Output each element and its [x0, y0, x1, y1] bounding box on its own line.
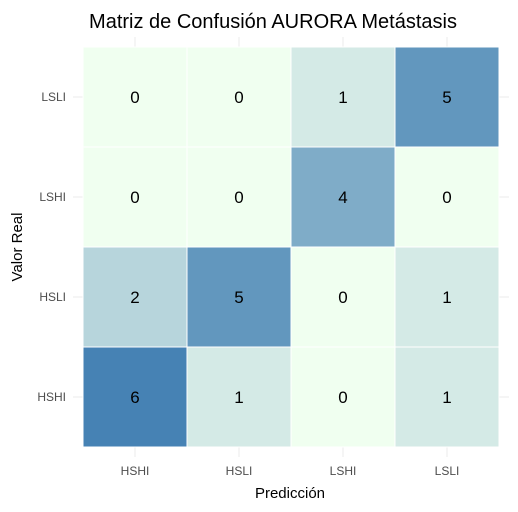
heatmap-cell: [290, 346, 396, 448]
heatmap-cell: [186, 346, 292, 448]
x-tick-label: LSHI: [330, 464, 357, 478]
cell-value-label: 5: [234, 288, 243, 307]
cell-value-label: 1: [442, 288, 451, 307]
x-axis-title: Predicción: [255, 485, 325, 502]
cell-value-label: 0: [130, 88, 139, 107]
cell-value-label: 6: [130, 388, 139, 407]
heatmap-cell: [82, 146, 188, 248]
cell-value-labels: 6 1 0 1 2 5 0 1 0 0 4 0 0 0 1 5: [130, 88, 451, 407]
y-tick-label: HSHI: [37, 390, 66, 404]
cell-value-label: 1: [442, 388, 451, 407]
cell-value-label: 1: [338, 88, 347, 107]
heatmap-cell: [290, 46, 396, 148]
cell-value-label: 0: [338, 288, 347, 307]
y-tick-label: LSHI: [39, 190, 66, 204]
heatmap-cell: [290, 146, 396, 248]
cell-value-label: 0: [442, 188, 451, 207]
heatmap-cell: [394, 346, 500, 448]
x-tick-label: LSLI: [435, 464, 460, 478]
heatmap-cell: [394, 46, 500, 148]
heatmap-cell: [82, 346, 188, 448]
heatmap-cell: [82, 46, 188, 148]
y-axis-ticks: HSHI HSLI LSHI LSLI: [37, 90, 66, 404]
heatmap-cell: [186, 246, 292, 348]
cell-value-label: 1: [234, 388, 243, 407]
heatmap-cell: [394, 246, 500, 348]
cell-value-label: 5: [442, 88, 451, 107]
x-tick-label: HSHI: [121, 464, 150, 478]
cell-value-label: 0: [338, 388, 347, 407]
y-tick-label: HSLI: [39, 290, 66, 304]
heatmap-cells: [82, 46, 500, 448]
heatmap-cell: [186, 46, 292, 148]
heatmap-cell: [394, 146, 500, 248]
x-axis-ticks: HSHI HSLI LSHI LSLI: [121, 464, 460, 478]
y-tick-label: LSLI: [41, 90, 66, 104]
cell-value-label: 2: [130, 288, 139, 307]
chart-title: Matriz de Confusión AURORA Metástasis: [89, 11, 457, 33]
x-tick-label: HSLI: [226, 464, 253, 478]
cell-value-label: 0: [234, 188, 243, 207]
cell-value-label: 4: [338, 188, 347, 207]
y-axis-title: Valor Real: [9, 213, 26, 282]
cell-value-label: 0: [130, 188, 139, 207]
cell-value-label: 0: [234, 88, 243, 107]
